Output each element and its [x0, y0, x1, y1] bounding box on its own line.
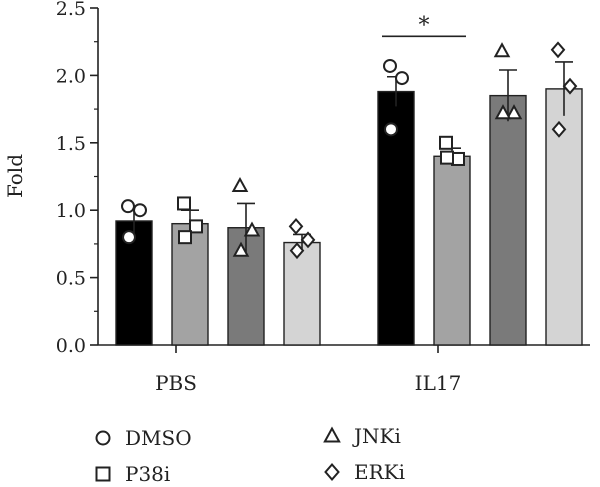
data-point [505, 104, 523, 120]
y-tick-label: 2.0 [56, 65, 86, 87]
legend-label: P38i [125, 462, 170, 486]
chart-legend: DMSO P38i JNKi ERKi [95, 424, 405, 486]
data-point [395, 71, 409, 86]
x-category-label: IL17 [415, 371, 462, 395]
significance-label: * [419, 13, 430, 38]
data-point [178, 230, 192, 245]
y-tick-label: 0.5 [56, 268, 86, 290]
data-point [494, 104, 512, 120]
data-point [121, 199, 135, 214]
legend-label: JNKi [352, 424, 401, 448]
data-point [440, 150, 454, 165]
bar [433, 155, 471, 346]
data-point [232, 241, 250, 257]
x-category-label: PBS [155, 371, 197, 395]
bar [283, 241, 321, 346]
data-point [550, 41, 566, 59]
data-point [289, 242, 305, 260]
legend-label: DMSO [125, 426, 192, 450]
y-tick-label: 1.0 [56, 200, 86, 222]
chart-bars [115, 88, 583, 346]
data-point [243, 221, 261, 237]
y-tick-label: 0.0 [56, 335, 86, 357]
data-point [177, 196, 191, 211]
chart-points [121, 41, 578, 260]
bar [489, 94, 527, 346]
data-point [383, 58, 397, 73]
data-point [189, 219, 203, 234]
legend-marker [324, 463, 340, 481]
data-point [300, 231, 316, 249]
data-point [493, 42, 511, 58]
legend-marker [95, 466, 111, 482]
data-point [122, 230, 136, 245]
y-tick-label: 1.5 [56, 133, 86, 155]
data-point [133, 203, 147, 218]
legend-marker [323, 426, 341, 443]
legend-marker [95, 430, 111, 446]
legend-label: ERKi [354, 460, 405, 484]
data-point [384, 122, 398, 137]
chart-annotations: * [382, 13, 466, 38]
data-point [439, 135, 453, 150]
data-point [231, 176, 249, 193]
data-point [551, 120, 567, 138]
y-axis-title: Fold [3, 154, 27, 198]
y-tick-label: 2.5 [56, 0, 86, 20]
data-point [288, 217, 304, 235]
data-point [562, 77, 578, 95]
